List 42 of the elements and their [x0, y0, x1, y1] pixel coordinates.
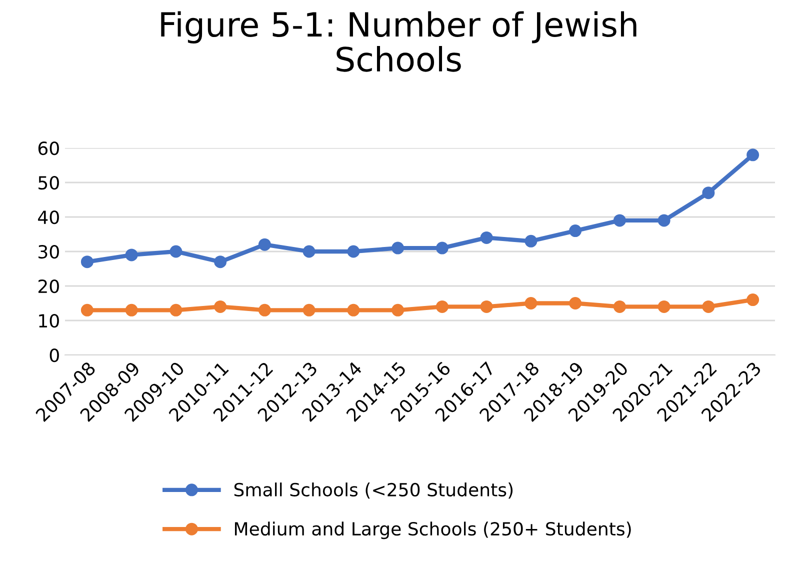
point — [125, 304, 138, 316]
y-tick-label: 60 — [38, 141, 59, 156]
point — [436, 242, 448, 254]
chart-title: Figure 5-1: Number of Jewish Schools — [161, 11, 636, 72]
point — [258, 238, 271, 251]
point — [569, 224, 582, 238]
point — [347, 304, 360, 316]
point — [702, 300, 715, 313]
point — [125, 248, 138, 262]
point — [302, 245, 316, 258]
point — [80, 256, 94, 268]
point — [392, 242, 404, 254]
point — [569, 297, 582, 310]
y-tick-label: 0 — [50, 348, 59, 362]
y-tick-label: 20 — [38, 279, 59, 294]
point — [746, 148, 760, 162]
point — [613, 300, 626, 313]
point — [524, 297, 538, 310]
point — [214, 256, 227, 268]
point — [80, 304, 94, 316]
point — [702, 186, 715, 200]
point — [170, 304, 182, 316]
point — [302, 304, 316, 316]
point — [347, 245, 360, 258]
point — [170, 245, 182, 258]
legend-label: Medium and Large Schools (250+ Students) — [234, 522, 631, 540]
point — [746, 294, 760, 306]
point — [480, 300, 493, 313]
point — [658, 300, 670, 313]
point — [524, 234, 538, 248]
point — [214, 300, 227, 313]
point — [480, 231, 493, 244]
y-tick-label: 30 — [38, 244, 59, 259]
point — [258, 304, 271, 316]
point — [658, 214, 670, 227]
point — [392, 304, 404, 316]
point — [436, 300, 448, 313]
y-tick-label: 10 — [39, 314, 59, 328]
y-tick-label: 40 — [38, 210, 59, 224]
legend-label: Small Schools (<250 Students) — [234, 482, 513, 499]
point — [613, 214, 626, 227]
y-tick-label: 50 — [38, 176, 59, 190]
